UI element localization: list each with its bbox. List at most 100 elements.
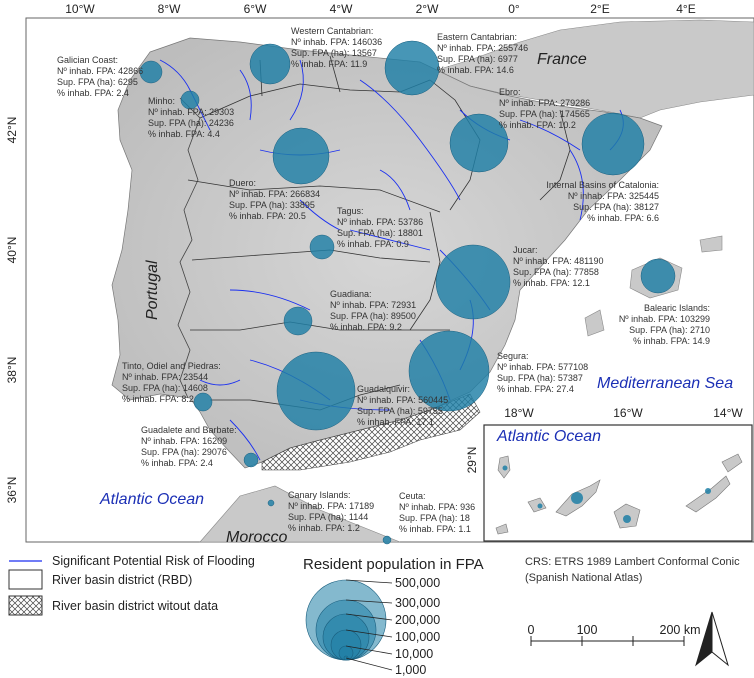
circle-balearic <box>640 258 676 294</box>
legend-pop-100k: 100,000 <box>395 630 440 644</box>
lon-label: 6°W <box>244 2 267 16</box>
circle-guadalquivir <box>276 351 356 431</box>
lon-label: 2°W <box>416 2 439 16</box>
basin-label: Canary Islands: Nº inhab. FPA: 17189 Sup. … <box>288 490 374 533</box>
ibiza <box>584 309 605 337</box>
basin-label: Galician Coast: Nº inhab. FPA: 42866 Sup. … <box>57 55 143 98</box>
basin-label: Ebro: Nº inhab. FPA: 279286 Sup. FPA (ha):… <box>499 87 590 130</box>
basin-label: Balearic Islands: Nº inhab. FPA: 103299 Su… <box>619 303 710 346</box>
lat-label: 42°N <box>5 117 19 144</box>
circle-canary-fuerte <box>705 488 711 494</box>
circle-minho <box>180 90 200 110</box>
circle-western-cantabrian <box>249 43 291 85</box>
crs-line2: (Spanish National Atlas) <box>525 572 642 584</box>
circle-canary-tenerife <box>571 492 583 504</box>
latitude-labels: 42°N 40°N 38°N 36°N <box>5 117 19 504</box>
flood-line <box>159 59 211 131</box>
basin-label: Ceuta: Nº inhab. FPA: 936 Sup. FPA (ha): 1… <box>399 491 475 534</box>
lat-label: 36°N <box>5 477 19 504</box>
basin-label: Eastern Cantabrian: Nº inhab. FPA: 255746… <box>437 32 528 75</box>
flood-line <box>229 419 261 461</box>
flood-line <box>229 289 311 311</box>
legend-rbd-label: River basin district (RBD) <box>52 573 192 587</box>
basin-labels: Galician Coast: Nº inhab. FPA: 42866 Sup. … <box>57 26 710 534</box>
north-arrow-icon <box>695 611 729 667</box>
flood-line <box>349 229 431 251</box>
lon-label: 10°W <box>65 2 95 16</box>
basin-label: Segura: Nº inhab. FPA: 577108 Sup. FPA (ha… <box>497 351 588 394</box>
lon-label: 2°E <box>590 2 609 16</box>
label-mediterranean: Mediterranean Sea <box>597 375 733 392</box>
legend-pop-circles <box>305 579 387 661</box>
flood-line <box>519 119 581 151</box>
basin-label: Tinto, Odiel and Piedras: Nº inhab. FPA: … <box>122 361 221 404</box>
circle-guadalete <box>243 452 259 468</box>
legend-pop-300k: 300,000 <box>395 596 440 610</box>
circle-tagus <box>309 234 335 260</box>
crs-line1: CRS: ETRS 1989 Lambert Conformal Conic <box>525 556 740 568</box>
circle-melilla <box>382 535 392 545</box>
lon-label: 4°E <box>676 2 695 16</box>
legend-pop-10k: 10,000 <box>395 647 433 661</box>
basin-label: Tagus: Nº inhab. FPA: 53786 Sup. FPA (ha):… <box>337 206 423 249</box>
circle-jucar <box>435 244 511 320</box>
canary-inset: 18°W 16°W 14°W 29°N Atlantic Ocean <box>465 406 753 542</box>
flood-line <box>289 59 304 121</box>
legend-pop-500k: 500,000 <box>395 576 440 590</box>
lon-label: 0° <box>508 2 520 16</box>
circle-galician <box>139 60 163 84</box>
la-gomera <box>527 497 547 513</box>
lon-label: 4°W <box>330 2 353 16</box>
inset-lon-label: 18°W <box>504 406 534 420</box>
circle-canary-grancanaria <box>623 515 631 523</box>
basin-label: Jucar: Nº inhab. FPA: 481190 Sup. FPA (ha)… <box>513 245 604 288</box>
label-inset-atlantic: Atlantic Ocean <box>496 428 601 445</box>
label-portugal: Portugal <box>144 260 161 320</box>
scale-bar <box>530 636 685 646</box>
minorca <box>699 235 723 253</box>
circle-segura <box>408 330 490 412</box>
basin-label: Guadiana: Nº inhab. FPA: 72931 Sup. FPA (h… <box>330 289 416 332</box>
basin-label: Duero: Nº inhab. FPA: 266834 Sup. FPA (ha)… <box>229 178 320 221</box>
portugal-border <box>177 97 201 399</box>
inset-lat-label: 29°N <box>465 447 479 474</box>
scale-label-100: 100 <box>577 623 598 637</box>
scale-label-0: 0 <box>528 623 535 637</box>
inset-lon-label: 14°W <box>713 406 743 420</box>
label-morocco: Morocco <box>226 529 287 546</box>
flood-line <box>569 149 584 221</box>
legend-flood-label: Significant Potential Risk of Flooding <box>52 554 255 568</box>
circle-ceuta <box>267 499 275 507</box>
legend-pop-title: Resident population in FPA <box>303 556 484 573</box>
circle-duero <box>272 127 330 185</box>
label-france: France <box>537 51 587 68</box>
legend: Significant Potential Risk of Flooding R… <box>8 554 740 677</box>
legend-rbd-swatch <box>8 569 43 590</box>
basin-label: Guadalete and Barbate: Nº inhab. FPA: 162… <box>141 425 237 468</box>
flood-line <box>299 199 341 231</box>
flood-line <box>379 169 411 211</box>
flood-line <box>359 79 461 201</box>
circle-eastern-cantabrian <box>384 40 440 96</box>
longitude-labels: 10°W 8°W 6°W 4°W 2°W 0° 2°E 4°E <box>65 2 695 16</box>
legend-rbd-nodata-label: River basin district witout data <box>52 599 218 613</box>
lat-label: 38°N <box>5 357 19 384</box>
circle-catalonia <box>581 112 645 176</box>
basin-label: Internal Basins of Catalonia: Nº inhab. F… <box>546 180 659 223</box>
lon-label: 8°W <box>158 2 181 16</box>
lat-label: 40°N <box>5 237 19 264</box>
france-landmass <box>429 19 754 119</box>
scale-label-200: 200 km <box>660 623 701 637</box>
circle-canary-palma <box>502 465 508 471</box>
label-atlantic: Atlantic Ocean <box>99 491 204 508</box>
basin-label: Guadalquivir: Nº inhab. FPA: 560445 Sup. F… <box>357 384 448 427</box>
circle-ebro <box>449 113 509 173</box>
inset-lon-label: 16°W <box>613 406 643 420</box>
el-hierro <box>495 523 509 535</box>
basin-label: Minho: Nº inhab. FPA: 29303 Sup. FPA (ha):… <box>148 96 234 139</box>
morocco-landmass <box>199 485 401 543</box>
legend-pop-200k: 200,000 <box>395 613 440 627</box>
legend-pop-1k: 1,000 <box>395 663 426 677</box>
basin-label: Western Cantabrian: Nº inhab. FPA: 146036… <box>291 26 382 69</box>
